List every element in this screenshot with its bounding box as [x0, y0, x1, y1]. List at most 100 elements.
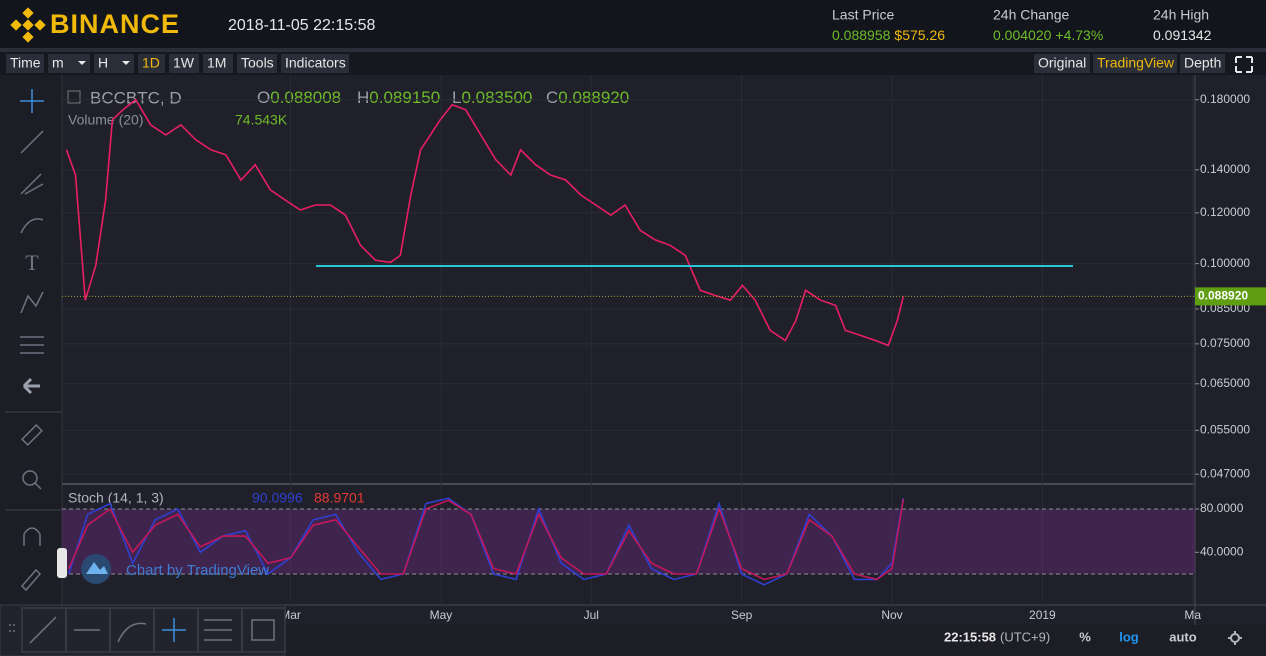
y-tick-label: 0.140000 — [1200, 162, 1250, 176]
button-bg — [1093, 54, 1177, 73]
volume-label: Volume (20) — [68, 112, 143, 128]
toolbar-button[interactable]: 1D — [138, 54, 165, 73]
view-button[interactable]: Depth — [1180, 54, 1225, 73]
logo[interactable]: BINANCE — [10, 7, 180, 43]
ruler-icon[interactable] — [21, 424, 43, 446]
stat-value: 0.088958 $575.26 — [832, 27, 945, 43]
scale-button[interactable]: % — [1079, 629, 1091, 644]
y-tick-label: 80.0000 — [1200, 501, 1244, 515]
x-tick-label: Nov — [881, 608, 902, 622]
x-tick-label: Sep — [731, 608, 753, 622]
button-bg — [281, 54, 349, 73]
stat-label: 24h Change — [993, 7, 1070, 23]
stat-value: 0.004020 — [993, 27, 1052, 43]
series-line — [68, 497, 905, 586]
toolbar-button[interactable]: 1M — [203, 54, 233, 73]
stat-value: 0.091342 — [1153, 27, 1212, 43]
y-tick-label: 0.180000 — [1200, 92, 1250, 106]
button-bg — [48, 54, 90, 73]
y-tick-label: 0.055000 — [1200, 423, 1250, 437]
trendline-icon[interactable] — [20, 130, 44, 154]
settings-icon[interactable] — [1228, 631, 1242, 645]
button-bg — [1034, 54, 1090, 73]
collapse-box[interactable] — [67, 90, 81, 104]
button-label: Indicators — [285, 55, 346, 71]
ohlc-value: 0.088920 — [558, 88, 629, 107]
ohlc-key: O — [257, 88, 270, 107]
ohlc-legend: O0.088008 H0.089150 L0.083500 C0.088920 — [257, 88, 629, 107]
ohlc-item: O0.088008 — [257, 88, 341, 107]
dropdown-arrow — [78, 61, 86, 65]
last-price-label: 0.088920 — [1198, 289, 1248, 303]
watermark-icon — [81, 554, 111, 584]
ohlc-value: 0.089150 — [369, 88, 440, 107]
volume-value: 74.543K — [235, 112, 288, 128]
side-handle[interactable] — [57, 548, 67, 578]
sidebar-icons: T — [5, 89, 62, 592]
x-tick-label: Jul — [584, 608, 599, 622]
toolbar-button[interactable]: m — [48, 54, 90, 73]
x-tick-label: 2019 — [1029, 608, 1056, 622]
ohlc-item: L0.083500 — [452, 88, 532, 107]
lock-icon[interactable] — [20, 568, 42, 592]
fullscreen-icon[interactable] — [1235, 56, 1253, 73]
back-icon[interactable] — [22, 377, 40, 395]
brush-icon[interactable] — [20, 218, 44, 234]
button-label: 1D — [142, 55, 160, 71]
button-bg — [94, 54, 134, 73]
series-line — [68, 499, 905, 581]
button-label: H — [98, 55, 108, 71]
button-label: Original — [1038, 55, 1086, 71]
ohlc-value: 0.083500 — [461, 88, 532, 107]
measure-icon[interactable] — [20, 336, 44, 354]
button-label: m — [52, 55, 64, 71]
stat-value: 0.091342 — [1153, 27, 1212, 43]
y-tick-label: 0.120000 — [1200, 205, 1250, 219]
toolbar: Time m H 1D 1W 1M Tools Indicators Original Tradi… — [6, 54, 1253, 73]
plot-area: 0.1800000.1400000.1200000.1000000.085000… — [62, 76, 1266, 622]
button-bg — [138, 54, 165, 73]
logo-text: BINANCE — [50, 9, 180, 39]
y-tick-label: 0.100000 — [1200, 256, 1250, 270]
crosshair-icon[interactable] — [20, 89, 44, 113]
button-label: 1M — [207, 55, 226, 71]
button-label: Tools — [241, 55, 274, 71]
stat-value: 0.004020 +4.73% — [993, 27, 1103, 43]
toolbar-button[interactable]: H — [94, 54, 134, 73]
zoom-icon[interactable] — [22, 470, 42, 490]
button-label: 1W — [173, 55, 195, 71]
stat-sub: +4.73% — [1055, 27, 1103, 43]
toolbar-button[interactable]: Time — [6, 54, 44, 73]
scale-button[interactable]: auto — [1169, 629, 1197, 644]
toolbar-button[interactable]: 1W — [169, 54, 199, 73]
button-bg — [237, 54, 277, 73]
stoch-value: 90.0996 — [252, 490, 303, 506]
stoch-label: Stoch (14, 1, 3) — [68, 490, 164, 506]
ohlc-value: 0.088008 — [270, 88, 341, 107]
datetime: 2018-11-05 22:15:58 — [228, 17, 375, 34]
header-bar — [0, 0, 1266, 48]
ohlc-item: H0.089150 — [357, 88, 440, 107]
footer-time: 22:15:58 — [944, 629, 996, 644]
magnet-icon[interactable] — [23, 527, 41, 546]
view-button[interactable]: TradingView — [1093, 54, 1177, 73]
toolbar-button[interactable]: Indicators — [281, 54, 349, 73]
stat-value: 0.088958 — [832, 27, 891, 43]
toolbar-button[interactable]: Tools — [237, 54, 277, 73]
stats: Last Price 0.088958 $575.26 24h Change 0.004… — [832, 7, 1212, 43]
footer-timezone[interactable]: (UTC+9) — [1000, 629, 1050, 644]
fork-icon[interactable] — [20, 173, 44, 195]
drawing-toolbar — [0, 604, 286, 656]
header-border — [0, 48, 1266, 52]
x-tick-label: Ma — [1184, 608, 1201, 622]
stat-label: Last Price — [832, 7, 894, 23]
view-button[interactable]: Original — [1034, 54, 1090, 73]
tool-sidebar — [0, 75, 62, 625]
scale-button[interactable]: log — [1119, 629, 1139, 644]
pattern-icon[interactable] — [20, 291, 44, 314]
dropdown-arrow — [122, 61, 130, 65]
x-tick-label: May — [430, 608, 453, 622]
button-bg — [203, 54, 233, 73]
text-icon[interactable]: T — [25, 250, 39, 275]
y-tick-label: 0.047000 — [1200, 466, 1250, 480]
